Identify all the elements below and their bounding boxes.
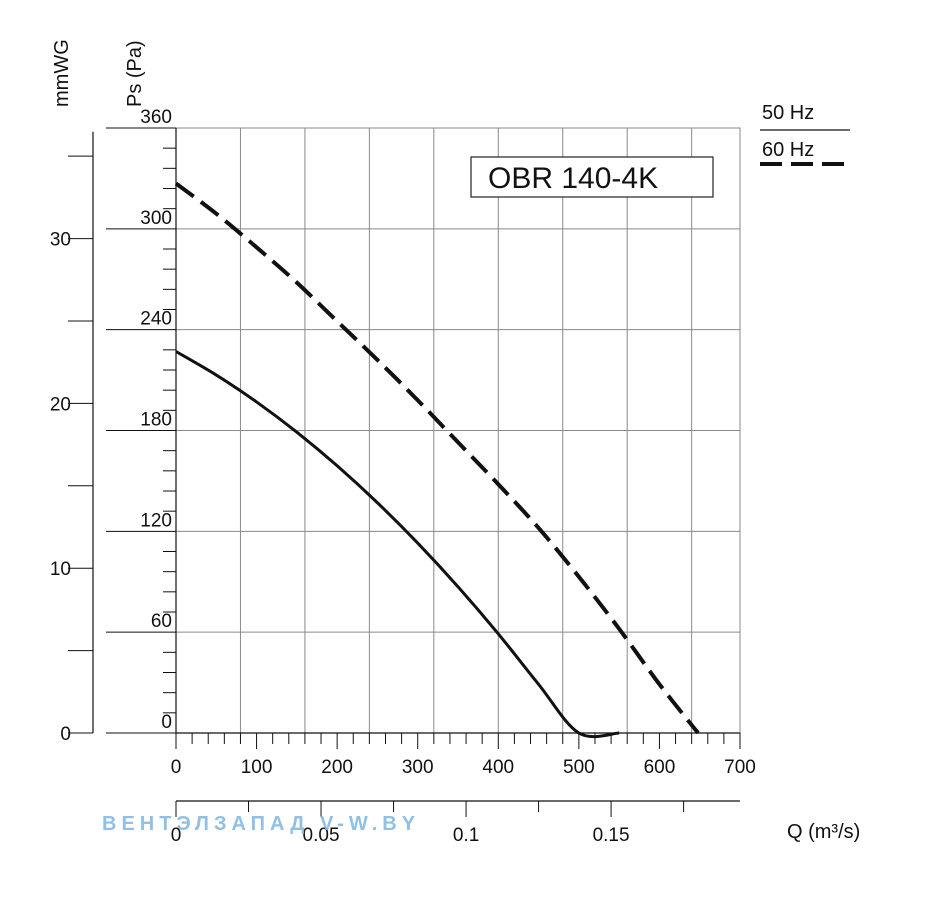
chart-title: OBR 140-4K — [488, 162, 658, 195]
y-tick-label: 60 — [151, 611, 172, 632]
y-tick-label: 360 — [140, 107, 172, 128]
y2-axis-label: mmWG — [51, 39, 73, 107]
y-tick-label: 240 — [140, 309, 172, 330]
y-tick-label: 300 — [140, 208, 172, 229]
legend-label-60hz: 60 Hz — [762, 139, 814, 161]
watermark: ВЕНТЭЛЗАПАД V-W.BY — [102, 813, 420, 835]
x-tick-label: 100 — [241, 757, 273, 778]
x-tick-label: 200 — [321, 757, 353, 778]
x-tick-label: 700 — [724, 757, 756, 778]
watermark-text: ВЕНТЭЛЗАПАД V-W.BY — [102, 813, 420, 835]
x-tick-label: 0 — [171, 757, 182, 778]
grid — [175, 127, 741, 734]
x2-tick-label: 0.05 — [303, 825, 340, 846]
x-tick-label: 400 — [482, 757, 514, 778]
chart-title-box: OBR 140-4K — [470, 156, 714, 198]
x2-axis-label: Q (m³/s) — [787, 821, 860, 843]
y-axis-label: Ps (Pa) — [124, 40, 146, 107]
axes — [68, 127, 741, 817]
x2-tick-label: 0 — [171, 825, 182, 846]
y-tick-label: 120 — [140, 510, 172, 531]
y2-tick-label: 10 — [50, 559, 71, 580]
x2-tick-label: 0.15 — [593, 825, 630, 846]
x2-tick-label: 0.1 — [453, 825, 479, 846]
x-tick-label: 300 — [402, 757, 434, 778]
y2-tick-label: 30 — [50, 230, 71, 251]
x-tick-label: 600 — [644, 757, 676, 778]
series-line-50-hz — [175, 350, 620, 739]
series-line-60-hz — [174, 181, 700, 735]
y2-tick-label: 20 — [50, 394, 71, 415]
legend: 50 Hz 60 Hz — [760, 102, 852, 166]
series-lines — [174, 181, 700, 739]
title-frame — [470, 156, 714, 198]
y-tick-label: 0 — [161, 712, 172, 733]
x-tick-label: 500 — [563, 757, 595, 778]
y-tick-label: 180 — [140, 410, 172, 431]
y2-tick-label: 0 — [60, 724, 71, 745]
legend-label-50hz: 50 Hz — [762, 102, 814, 124]
